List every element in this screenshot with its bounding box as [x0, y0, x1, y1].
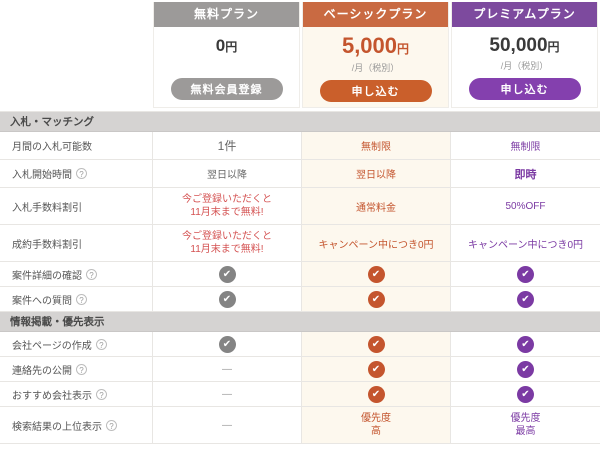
row-bid-fee-discount: 入札手数料割引 今ご登録いただくと 11月末まで無料! 通常料金 50%OFF	[0, 188, 600, 225]
row-bid-start-time: 入札開始時間? 翌日以降 翌日以降 即時	[0, 160, 600, 188]
plan-price-free: 0円	[215, 36, 238, 55]
basic-cell: キャンペーン中につき0円	[301, 225, 450, 261]
basic-cell: 翌日以降	[301, 160, 450, 187]
check-icon: ✔	[367, 360, 385, 378]
basic-cell: ✔	[301, 332, 450, 356]
basic-cell: ✔	[301, 262, 450, 286]
plan-period-premium: /月（税別）	[500, 61, 549, 71]
row-label: 案件詳細の確認?	[0, 262, 152, 286]
basic-cell: ✔	[301, 382, 450, 406]
premium-cell: ✔	[450, 332, 600, 356]
dash-icon: —	[222, 388, 232, 400]
basic-cell: ✔	[301, 357, 450, 381]
help-icon[interactable]: ?	[76, 168, 87, 179]
row-label: 入札開始時間?	[0, 160, 152, 187]
plan-card-basic: ベーシックプラン 5,000円 /月（税別） 申し込む	[302, 2, 449, 108]
plan-title-free: 無料プラン	[154, 2, 299, 27]
check-icon: ✔	[367, 385, 385, 403]
check-icon: ✔	[517, 265, 534, 283]
help-icon[interactable]: ?	[96, 388, 107, 400]
plan-title-basic: ベーシックプラン	[303, 2, 448, 27]
row-contact-publication: 連絡先の公開? — ✔ ✔	[0, 357, 600, 382]
plan-header-row: 無料プラン 0円 無料会員登録 ベーシックプラン 5,000円 /月（税別） 申…	[0, 0, 600, 108]
premium-cell: ✔	[450, 357, 600, 381]
free-cell: ✔	[152, 332, 301, 356]
row-case-questions: 案件への質問? ✔ ✔ ✔	[0, 287, 600, 312]
plan-price-basic: 5,000円	[341, 33, 410, 58]
row-label: 入札手数料割引	[12, 202, 82, 214]
row-label: 案件への質問?	[0, 287, 152, 311]
help-icon[interactable]: ?	[106, 419, 117, 431]
free-cell: 今ご登録いただくと 11月末まで無料!	[152, 225, 301, 261]
premium-cell: 無制限	[450, 132, 600, 159]
check-icon: ✔	[517, 290, 534, 308]
plan-period-basic: /月（税別）	[351, 63, 400, 73]
basic-apply-button[interactable]: 申し込む	[319, 80, 432, 102]
row-label: 連絡先の公開?	[0, 357, 152, 381]
plan-body-basic: 5,000円 /月（税別） 申し込む	[303, 27, 448, 107]
check-icon: ✔	[367, 290, 385, 308]
check-icon: ✔	[517, 360, 534, 378]
premium-cell: 50%OFF	[450, 188, 600, 224]
dash-icon: —	[222, 419, 232, 431]
premium-apply-button[interactable]: 申し込む	[468, 78, 581, 100]
check-icon: ✔	[517, 335, 534, 353]
premium-cell: ✔	[450, 262, 600, 286]
row-label: 会社ページの作成?	[0, 332, 152, 356]
row-contract-fee-discount: 成約手数料割引 今ご登録いただくと 11月末まで無料! キャンペーン中につき0円 …	[0, 225, 600, 262]
premium-cell: キャンペーン中につき0円	[450, 225, 600, 261]
plan-card-free: 無料プラン 0円 無料会員登録	[153, 2, 300, 108]
plan-body-premium: 50,000円 /月（税別） 申し込む	[452, 27, 597, 107]
section-header-bidding: 入札・マッチング	[0, 112, 600, 132]
row-company-page: 会社ページの作成? ✔ ✔ ✔	[0, 332, 600, 357]
check-icon: ✔	[367, 265, 385, 283]
free-cell: 1件	[152, 132, 301, 159]
table-corner-spacer	[0, 2, 152, 108]
free-cell: 今ご登録いただくと 11月末まで無料!	[152, 188, 301, 224]
row-case-details: 案件詳細の確認? ✔ ✔ ✔	[0, 262, 600, 287]
plan-price-premium: 50,000円	[489, 35, 560, 56]
plan-title-premium: プレミアムプラン	[452, 2, 597, 27]
free-cell: 翌日以降	[152, 160, 301, 187]
row-monthly-bids: 月間の入札可能数 1件 無制限 無制限	[0, 132, 600, 160]
dash-icon: —	[222, 363, 232, 375]
basic-cell: ✔	[301, 287, 450, 311]
row-label: おすすめ会社表示?	[0, 382, 152, 406]
help-icon[interactable]: ?	[95, 338, 107, 350]
free-cell: —	[152, 382, 301, 406]
feature-table: 入札・マッチング 月間の入札可能数 1件 無制限 無制限 入札開始時間? 翌日以…	[0, 111, 600, 444]
row-label: 成約手数料割引	[12, 239, 82, 251]
check-icon: ✔	[218, 290, 236, 308]
premium-cell: 優先度 最高	[450, 407, 600, 443]
free-cell: ✔	[152, 287, 301, 311]
free-cell: —	[152, 407, 301, 443]
check-icon: ✔	[517, 385, 534, 403]
basic-cell: 優先度高	[301, 407, 450, 443]
row-recommended-display: おすすめ会社表示? — ✔ ✔	[0, 382, 600, 407]
premium-cell: ✔	[450, 382, 600, 406]
free-cell: ✔	[152, 262, 301, 286]
check-icon: ✔	[218, 265, 236, 283]
basic-cell: 無制限	[301, 132, 450, 159]
basic-cell: 通常料金	[301, 188, 450, 224]
free-signup-button[interactable]: 無料会員登録	[170, 78, 283, 100]
check-icon: ✔	[367, 335, 385, 353]
row-search-ranking: 検索結果の上位表示? — 優先度高 優先度 最高	[0, 407, 600, 444]
premium-cell: 即時	[450, 160, 600, 187]
help-icon[interactable]: ?	[76, 363, 87, 375]
premium-cell: ✔	[450, 287, 600, 311]
free-cell: —	[152, 357, 301, 381]
section-header-listing: 情報掲載・優先表示	[0, 312, 600, 332]
row-label: 月間の入札可能数	[12, 142, 92, 153]
check-icon: ✔	[218, 335, 236, 353]
help-icon[interactable]: ?	[86, 268, 97, 280]
plan-body-free: 0円 無料会員登録	[154, 27, 299, 107]
help-icon[interactable]: ?	[76, 293, 87, 305]
row-label: 検索結果の上位表示?	[0, 407, 152, 443]
plan-card-premium: プレミアムプラン 50,000円 /月（税別） 申し込む	[451, 2, 598, 108]
